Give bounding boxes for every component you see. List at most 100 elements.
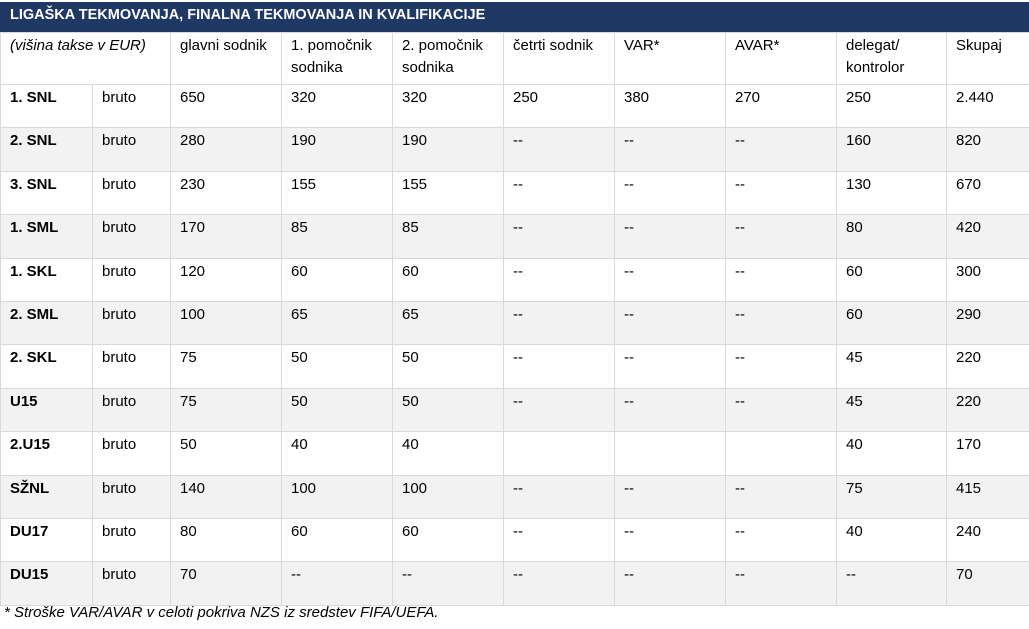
table-cell: 60 — [836, 257, 947, 302]
table-cell: bruto — [92, 561, 171, 606]
table-cell: 100 — [170, 300, 282, 346]
table-cell: -- — [725, 517, 837, 563]
table-cell: 1. SML — [0, 214, 93, 259]
table-cell: 50 — [392, 344, 504, 389]
table-cell: 280 — [170, 127, 282, 172]
table-cell: 65 — [281, 300, 393, 346]
table-cell: -- — [614, 344, 726, 389]
table-cell: 320 — [281, 83, 393, 129]
table-cell: bruto — [92, 214, 171, 259]
table-cell: 40 — [836, 517, 947, 563]
table-cell — [725, 431, 837, 476]
table-cell: 670 — [946, 170, 1029, 216]
table-cell: 1. SNL — [0, 83, 93, 129]
table-cell: 230 — [170, 170, 282, 216]
table-cell: 75 — [170, 387, 282, 433]
table-cell: 155 — [281, 170, 393, 216]
table-cell: bruto — [92, 474, 171, 519]
table-cell: -- — [503, 127, 615, 172]
table-cell: SŽNL — [0, 474, 93, 519]
header-cell: 1. pomočnik sodnika — [281, 32, 393, 85]
table-title: LIGAŠKA TEKMOVANJA, FINALNA TEKMOVANJA I… — [0, 2, 1029, 32]
table-cell: bruto — [92, 300, 171, 346]
table-cell: 300 — [946, 257, 1029, 302]
table-cell: -- — [503, 474, 615, 519]
table-cell: -- — [725, 214, 837, 259]
table-cell: 190 — [281, 127, 393, 172]
header-cell: četrti sodnik — [503, 32, 615, 85]
table-cell: 2. SKL — [0, 344, 93, 389]
footnote: * Stroške VAR/AVAR v celoti pokriva NZS … — [4, 604, 439, 621]
table-cell: -- — [614, 561, 726, 606]
table-cell: 190 — [392, 127, 504, 172]
table-row: 2. SML bruto 100 65 65 -- -- -- 60 290 — [0, 300, 1029, 346]
table-cell: -- — [725, 127, 837, 172]
table-cell: 70 — [170, 561, 282, 606]
table-cell: 140 — [170, 474, 282, 519]
table-cell: 820 — [946, 127, 1029, 172]
table-cell: -- — [614, 257, 726, 302]
table-cell: 160 — [836, 127, 947, 172]
table-cell: -- — [725, 344, 837, 389]
table-cell: -- — [503, 300, 615, 346]
table-cell: -- — [503, 214, 615, 259]
table-cell: 100 — [281, 474, 393, 519]
table-cell: bruto — [92, 387, 171, 433]
table-cell: 70 — [946, 561, 1029, 606]
table-row: SŽNL bruto 140 100 100 -- -- -- 75 415 — [0, 474, 1029, 519]
table-cell: 85 — [281, 214, 393, 259]
table-cell: DU15 — [0, 561, 93, 606]
table-cell: 85 — [392, 214, 504, 259]
table-cell: bruto — [92, 517, 171, 563]
header-cell: AVAR* — [725, 32, 837, 85]
table-cell: 50 — [170, 431, 282, 476]
table-cell: 270 — [725, 83, 837, 129]
table-cell: -- — [503, 344, 615, 389]
table-cell: 60 — [836, 300, 947, 346]
table-cell: 100 — [392, 474, 504, 519]
table-cell: 45 — [836, 344, 947, 389]
table-cell: 2.440 — [946, 83, 1029, 129]
table-cell: bruto — [92, 431, 171, 476]
table-cell: -- — [725, 300, 837, 346]
header-cell: (višina takse v EUR) — [0, 32, 171, 85]
table-cell: -- — [503, 170, 615, 216]
table-cell: 80 — [836, 214, 947, 259]
table-cell: 45 — [836, 387, 947, 433]
table-cell: -- — [614, 474, 726, 519]
table-cell: 250 — [503, 83, 615, 129]
table-row: DU15 bruto 70 -- -- -- -- -- -- 70 — [0, 561, 1029, 606]
table-row: 3. SNL bruto 230 155 155 -- -- -- 130 670 — [0, 170, 1029, 216]
table-cell — [503, 431, 615, 476]
table-cell: 170 — [946, 431, 1029, 476]
table-cell: 320 — [392, 83, 504, 129]
table-cell: -- — [614, 170, 726, 216]
table-row: 1. SKL bruto 120 60 60 -- -- -- 60 300 — [0, 257, 1029, 302]
table-cell: 60 — [392, 517, 504, 563]
table-cell: 50 — [392, 387, 504, 433]
table-cell: 380 — [614, 83, 726, 129]
table-row: DU17 bruto 80 60 60 -- -- -- 40 240 — [0, 517, 1029, 563]
table-cell: 240 — [946, 517, 1029, 563]
table-cell: 220 — [946, 344, 1029, 389]
table-cell: bruto — [92, 83, 171, 129]
header-cell: glavni sodnik — [170, 32, 282, 85]
table-cell: -- — [392, 561, 504, 606]
table-cell: 220 — [946, 387, 1029, 433]
table-cell: 2.U15 — [0, 431, 93, 476]
table-cell: 420 — [946, 214, 1029, 259]
header-cell: VAR* — [614, 32, 726, 85]
table-cell: 250 — [836, 83, 947, 129]
table-cell: 40 — [281, 431, 393, 476]
table-cell: 40 — [392, 431, 504, 476]
table-cell: -- — [725, 387, 837, 433]
table-cell: 2. SNL — [0, 127, 93, 172]
header-cell: delegat/ kontrolor — [836, 32, 947, 85]
table-cell: 170 — [170, 214, 282, 259]
table-row: 2. SKL bruto 75 50 50 -- -- -- 45 220 — [0, 344, 1029, 389]
table-cell: 65 — [392, 300, 504, 346]
table-cell: 1. SKL — [0, 257, 93, 302]
table-cell — [614, 431, 726, 476]
table-cell: 650 — [170, 83, 282, 129]
table-cell: -- — [614, 387, 726, 433]
